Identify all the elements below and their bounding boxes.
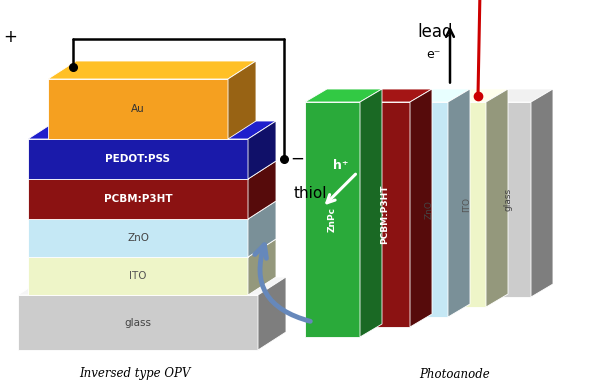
Polygon shape (410, 89, 432, 327)
Text: PCBM:P3HT: PCBM:P3HT (380, 185, 389, 244)
Text: e⁻: e⁻ (426, 48, 440, 61)
Polygon shape (248, 201, 276, 257)
Polygon shape (248, 161, 276, 219)
Polygon shape (48, 79, 228, 139)
Polygon shape (48, 61, 256, 79)
Text: −: − (290, 150, 304, 168)
Text: h⁺: h⁺ (333, 159, 348, 172)
Text: glass: glass (125, 318, 151, 327)
Text: ITO: ITO (129, 271, 147, 281)
Text: ZnO: ZnO (425, 200, 433, 219)
Polygon shape (18, 277, 286, 295)
Polygon shape (305, 89, 382, 102)
FancyArrowPatch shape (255, 245, 310, 321)
Polygon shape (531, 89, 553, 297)
Polygon shape (248, 239, 276, 295)
Polygon shape (486, 89, 508, 307)
Polygon shape (360, 89, 382, 337)
Text: lead: lead (417, 23, 453, 41)
Polygon shape (228, 61, 256, 139)
Text: Au: Au (131, 104, 145, 114)
Polygon shape (28, 121, 276, 139)
Text: Inversed type OPV: Inversed type OPV (79, 368, 191, 381)
Polygon shape (410, 89, 470, 102)
Polygon shape (305, 102, 360, 337)
Polygon shape (28, 201, 276, 219)
Text: thiol: thiol (293, 187, 327, 201)
Polygon shape (448, 89, 470, 317)
Text: PEDOT:PSS: PEDOT:PSS (106, 154, 170, 164)
Text: ZnO: ZnO (127, 233, 149, 243)
Polygon shape (28, 219, 248, 257)
Polygon shape (448, 89, 508, 102)
Polygon shape (360, 89, 432, 102)
Polygon shape (360, 102, 410, 327)
Polygon shape (28, 139, 248, 179)
Polygon shape (28, 161, 276, 179)
Polygon shape (258, 277, 286, 350)
Polygon shape (18, 295, 258, 350)
Polygon shape (448, 102, 486, 307)
Text: PCBM:P3HT: PCBM:P3HT (104, 194, 172, 204)
Text: ZnPc: ZnPc (328, 207, 337, 232)
Polygon shape (28, 179, 248, 219)
Polygon shape (248, 121, 276, 179)
Polygon shape (28, 257, 248, 295)
Text: +: + (3, 28, 17, 46)
Text: ITO: ITO (463, 197, 472, 212)
Text: glass: glass (504, 188, 513, 211)
Polygon shape (486, 102, 531, 297)
Polygon shape (410, 102, 448, 317)
Text: Photoanode: Photoanode (419, 368, 490, 381)
Polygon shape (28, 239, 276, 257)
Polygon shape (486, 89, 553, 102)
